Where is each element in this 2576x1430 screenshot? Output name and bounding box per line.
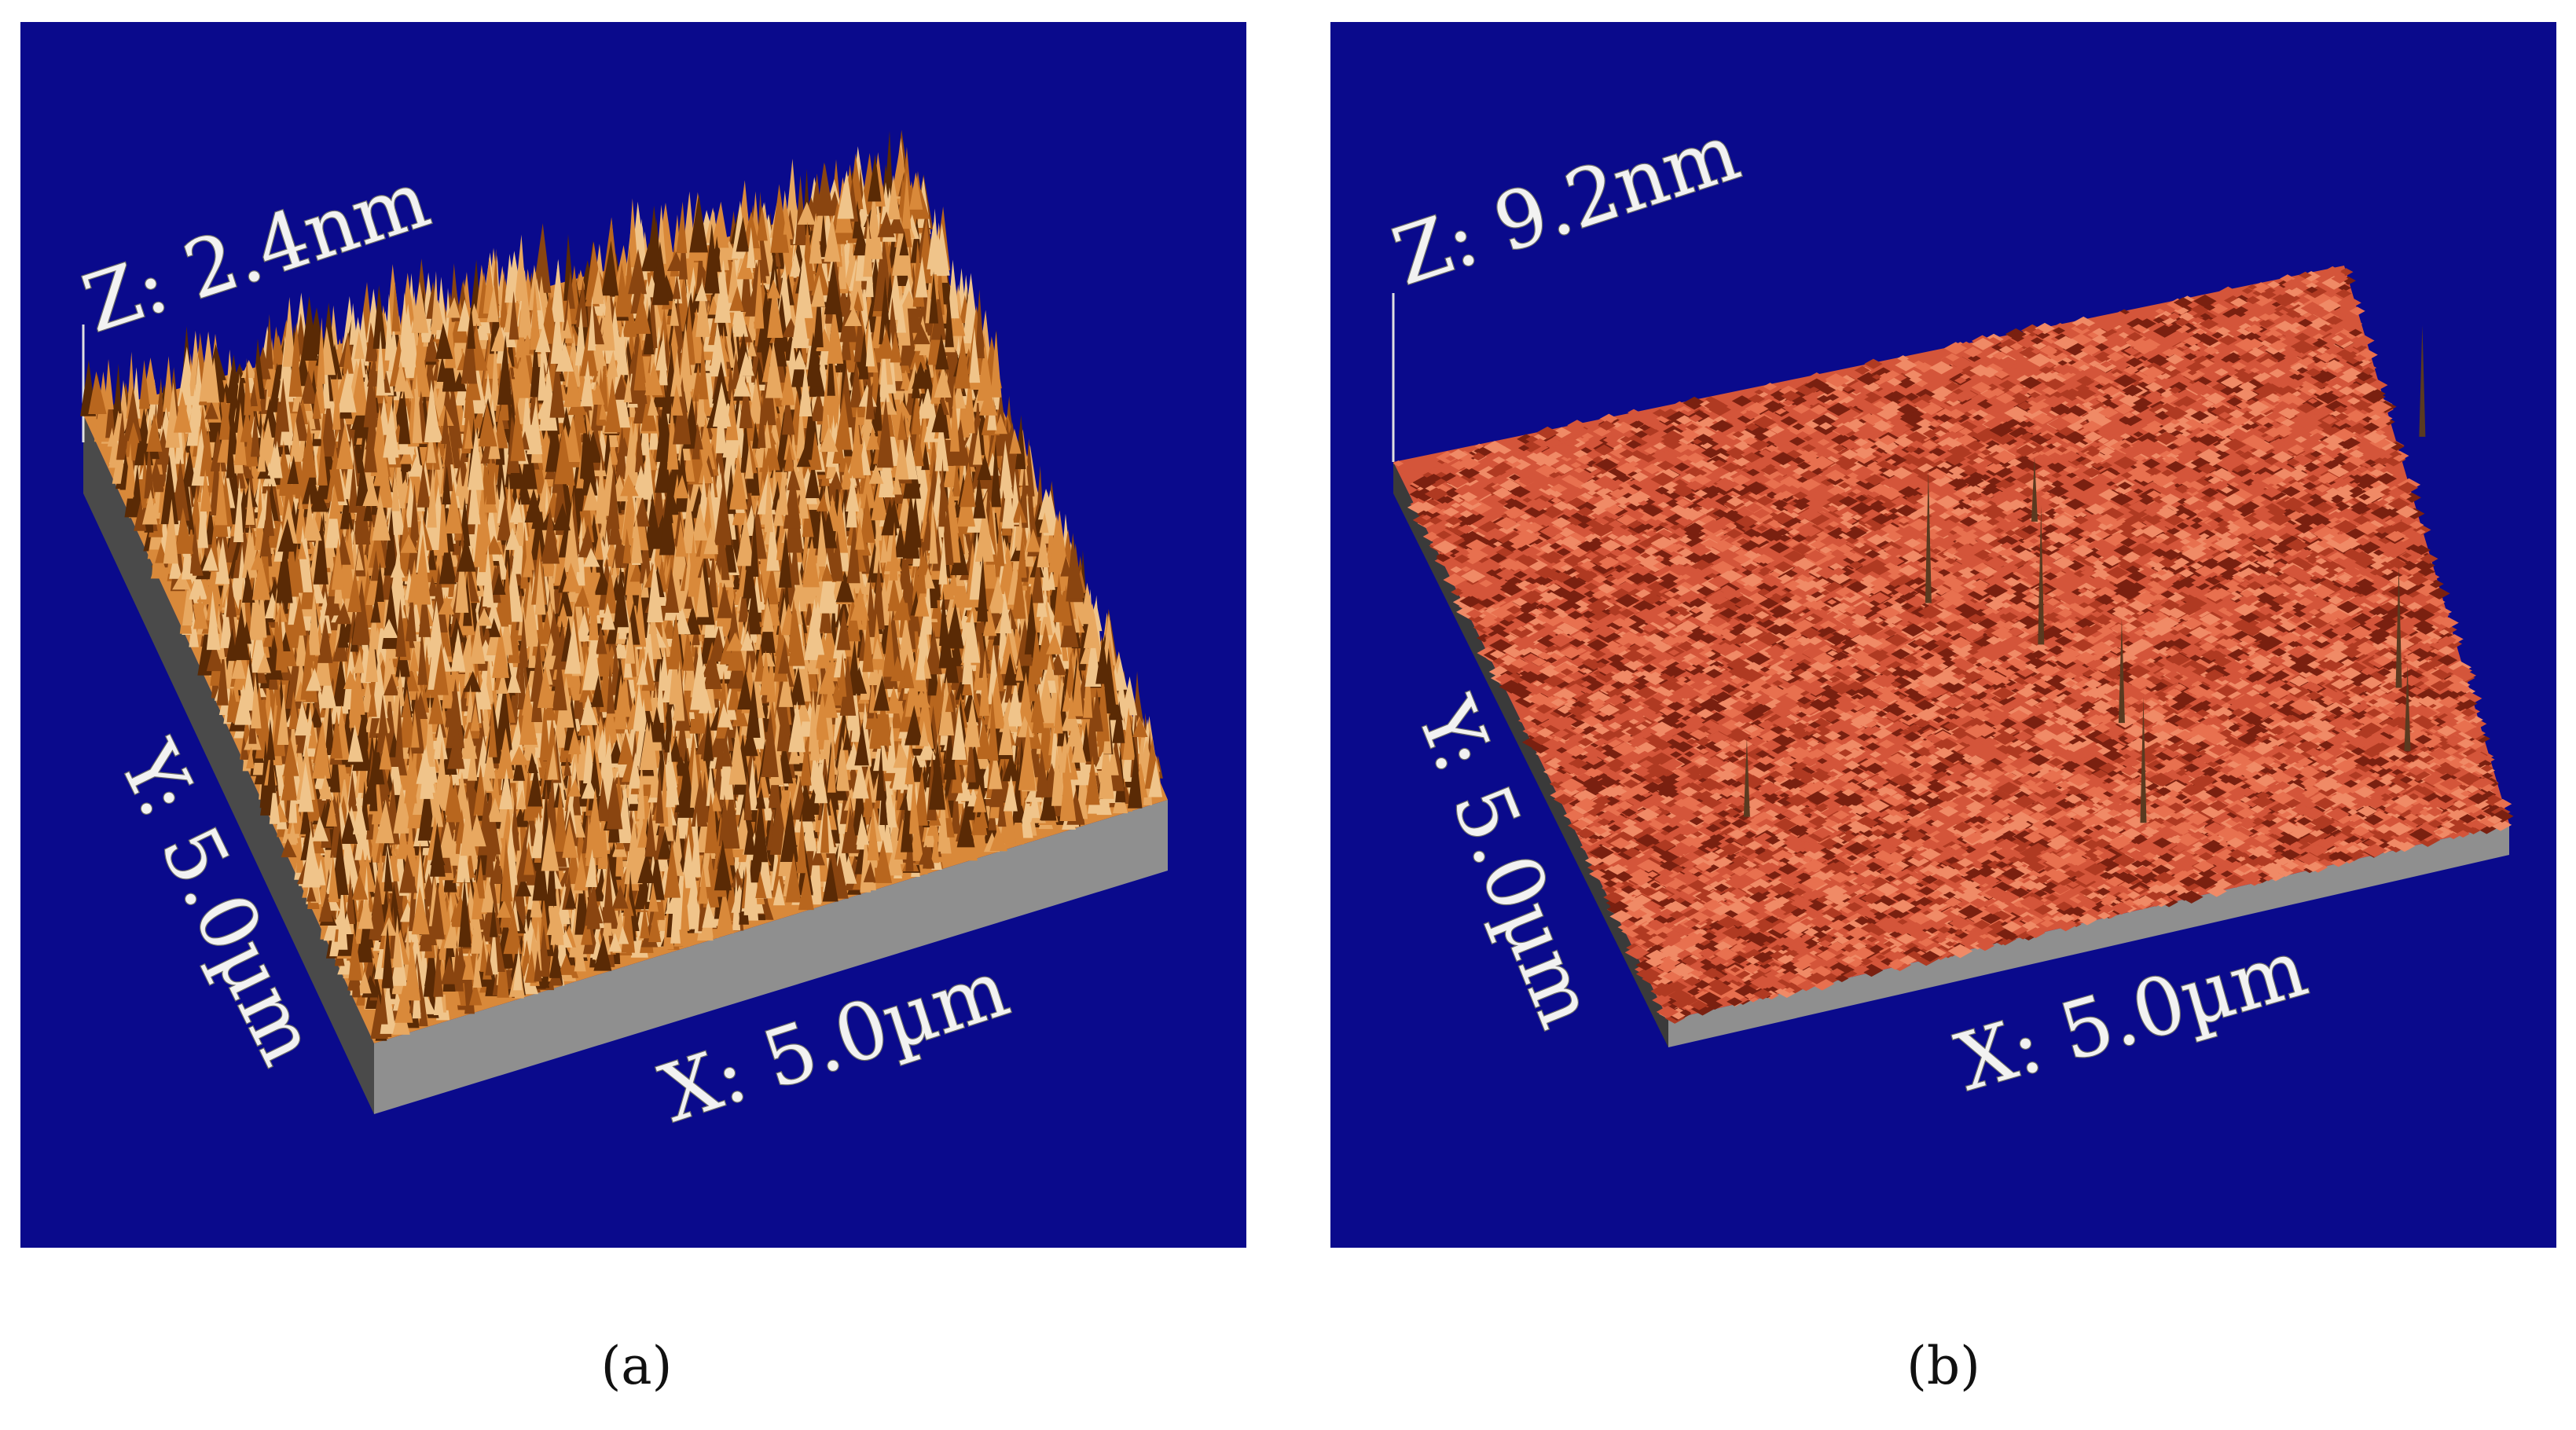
- surface-texel: [150, 550, 169, 579]
- afm-surface-a: Z: 2.4nm Y: 5.0µm X: 5.0µm: [72, 130, 1168, 1141]
- height-map-a: [80, 130, 1168, 1043]
- surface-texel: [347, 771, 358, 812]
- surface-texel: [226, 354, 241, 403]
- surface-texel: [482, 690, 491, 737]
- surface-texel: [533, 223, 552, 293]
- side-face-left-a: [83, 415, 374, 1114]
- surface-texel: [557, 582, 574, 617]
- surface-texel: [817, 833, 829, 882]
- surface-texel: [469, 981, 483, 1006]
- surface-texel: [105, 384, 116, 438]
- surface-texel: [268, 545, 279, 578]
- surface-texel: [155, 378, 165, 429]
- surface-texel: [424, 333, 439, 362]
- surface-texel: [785, 159, 798, 228]
- surface-texel: [842, 856, 857, 884]
- afm-panel-a: Z: 2.4nm Y: 5.0µm X: 5.0µm: [20, 22, 1246, 1248]
- side-face-front-a: [374, 800, 1168, 1114]
- surface-texel: [288, 820, 297, 845]
- surface-texel: [617, 437, 630, 456]
